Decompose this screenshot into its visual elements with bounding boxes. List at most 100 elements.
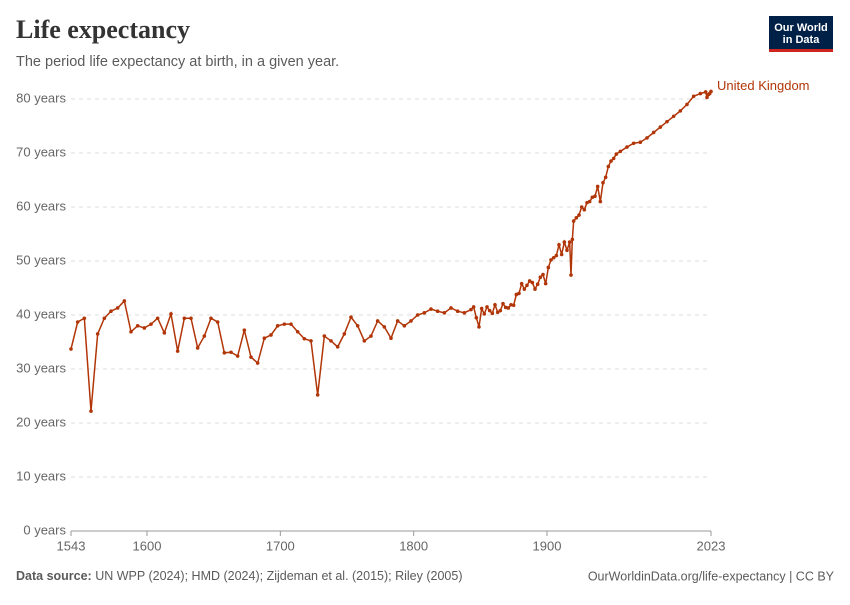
source-text: UN WPP (2024); HMD (2024); Zijdeman et a… [95,569,462,583]
data-point [509,302,513,307]
data-point [571,219,576,223]
data-point [527,279,532,283]
data-point [122,299,127,303]
data-point [295,329,300,334]
data-point [269,333,273,337]
data-point [109,309,113,314]
data-point [554,253,559,258]
data-point [671,114,676,119]
y-tick-label: 70 years [16,144,66,159]
data-point [570,237,575,242]
data-point [549,258,553,262]
data-point [222,351,227,355]
data-point [349,315,353,319]
data-point [535,282,540,287]
footer-source: Data source: UN WPP (2024); HMD (2024); … [16,569,463,583]
data-point [709,89,713,94]
logo-text: Our World [774,22,828,34]
x-tick-label: 1800 [399,538,428,553]
data-point [169,312,173,316]
x-tick-label: 1900 [533,538,562,553]
data-point [415,313,420,317]
data-point [315,393,320,397]
data-point [665,119,669,124]
y-tick-label: 80 years [16,90,66,105]
data-point [479,306,484,311]
data-point [235,354,240,358]
logo[interactable]: Our World in Data [769,16,833,52]
data-point [495,310,500,315]
data-point [202,334,207,338]
data-point [155,316,160,321]
logo-text: in Data [783,34,821,46]
data-point [362,339,367,343]
series-line [70,91,712,412]
data-point [538,275,543,280]
data-point [435,309,440,314]
data-point [582,207,587,212]
series-label: United Kingdom [717,78,810,93]
data-point [498,308,503,313]
data-point [275,324,280,328]
data-point [402,324,407,328]
data-point [493,302,497,307]
data-point [625,145,629,149]
chart-subtitle: The period life expectancy at birth, in … [16,54,339,70]
data-point [517,291,521,296]
data-point [618,149,623,154]
data-point [614,152,619,156]
data-point [442,311,447,315]
data-point [422,311,427,315]
data-point [209,316,213,321]
data-point [162,331,167,335]
data-point [389,336,393,341]
logo-box [769,16,833,52]
data-point [569,273,573,277]
data-point [469,307,473,312]
data-point [525,283,529,288]
data-point [703,90,708,94]
data-point [474,315,479,320]
data-point [335,345,340,349]
data-point [490,311,495,316]
data-point [698,91,703,96]
x-tick-label: 1600 [133,538,162,553]
data-point [471,305,476,309]
data-point [522,287,527,291]
data-point [69,347,73,351]
data-point [485,305,489,309]
data-point [533,287,537,291]
data-point [309,339,313,343]
data-point [322,334,327,338]
data-point [562,240,567,244]
footer-url[interactable]: OurWorldinData.org/life-expectancy | CC … [588,569,835,583]
data-point [229,350,233,355]
data-point [511,303,516,308]
data-point [249,355,253,359]
data-point [395,319,400,323]
data-point [565,248,569,252]
x-tick-label: 2023 [697,538,726,553]
data-point [115,306,120,310]
data-point [603,175,608,180]
data-point [342,332,347,336]
data-point [482,312,487,316]
data-point [503,305,508,310]
y-tick-label: 30 years [16,360,66,375]
y-tick-label: 50 years [16,252,66,267]
data-point [262,336,267,341]
data-point [593,194,597,198]
data-point [577,213,581,217]
data-point [449,306,453,310]
data-point [182,316,187,321]
data-point [658,125,663,129]
data-point [557,243,561,247]
data-point [302,336,307,341]
data-point [606,164,611,169]
logo-bar [769,49,833,52]
data-point [611,156,616,161]
data-point [382,325,387,329]
data-point [551,255,556,260]
data-point [189,316,193,321]
